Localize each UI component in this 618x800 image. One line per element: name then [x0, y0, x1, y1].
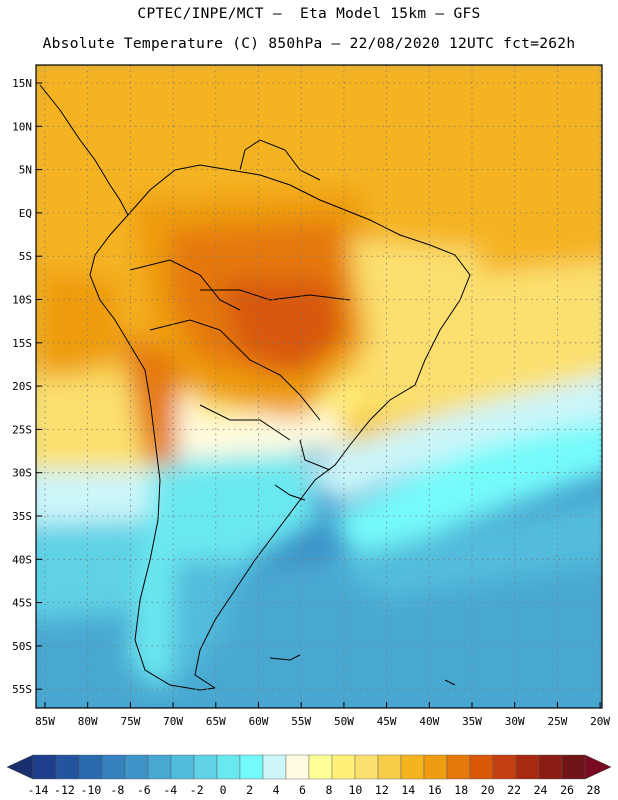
- colorbar-label: 16: [428, 783, 442, 797]
- colorbar-swatch: [285, 754, 310, 780]
- lon-label: 70W: [163, 715, 183, 728]
- colorbar-swatch: [400, 754, 425, 780]
- temperature-field: [36, 65, 602, 708]
- lat-label: 35S: [12, 510, 32, 523]
- colorbar-swatch: [377, 754, 402, 780]
- lon-label: 45W: [377, 715, 397, 728]
- lon-label: 30W: [505, 715, 525, 728]
- colorbar-label: 20: [481, 783, 495, 797]
- colorbar-swatch: [101, 754, 126, 780]
- colorbar-swatch: [561, 754, 586, 780]
- colorbar-label: 8: [325, 783, 332, 797]
- lat-label: 5N: [19, 164, 32, 177]
- colorbar-swatch: [193, 754, 218, 780]
- lat-label: 55S: [12, 683, 32, 696]
- colorbar-swatch: [354, 754, 379, 780]
- colorbar-label: 0: [220, 783, 227, 797]
- colorbar-swatch: [262, 754, 287, 780]
- colorbar-swatch: [147, 754, 172, 780]
- colorbar-label: 24: [534, 783, 548, 797]
- colorbar-swatch: [331, 754, 356, 780]
- lat-label: 30S: [12, 467, 32, 480]
- colorbar-label: -8: [110, 783, 124, 797]
- colorbar-label: -14: [28, 783, 49, 797]
- lon-label: 60W: [249, 715, 269, 728]
- colorbar-swatch: [78, 754, 103, 780]
- colorbar-label: 26: [560, 783, 574, 797]
- colorbar-label: -12: [54, 783, 75, 797]
- colorbar-left-arrow: [6, 754, 34, 780]
- lat-label: 50S: [12, 640, 32, 653]
- longitude-labels: 85W 80W 75W 70W 65W 60W 55W 50W 45W 40W 35W 30W 25W 2…: [35, 702, 610, 728]
- colorbar-swatch: [492, 754, 517, 780]
- lon-label: 20W: [590, 715, 610, 728]
- colorbar-label: 2: [246, 783, 253, 797]
- colorbar-label: 10: [348, 783, 362, 797]
- colorbar-label: 22: [507, 783, 521, 797]
- lon-label: 40W: [419, 715, 439, 728]
- lat-label: 10S: [12, 294, 32, 307]
- colorbar-labels: -14 -12 -10 -8 -6 -4 -2 0 2 4 6 8 10 12 14 16 18 20 22 24 26…: [28, 783, 601, 797]
- colorbar-label: 4: [273, 783, 280, 797]
- colorbar-swatch: [538, 754, 563, 780]
- lon-label: 65W: [206, 715, 226, 728]
- lon-label: 75W: [120, 715, 140, 728]
- colorbar-swatch: [308, 754, 333, 780]
- colorbar-swatch: [446, 754, 471, 780]
- chart-subtitle: Absolute Temperature (C) 850hPa – 22/08/…: [42, 36, 576, 52]
- lat-label: 15N: [12, 77, 32, 90]
- colorbar-swatch: [423, 754, 448, 780]
- colorbar-label: 6: [299, 783, 306, 797]
- latitude-labels: 15N 10N 5N EQ 5S 10S 15S 20S 25S 30S 35S 40S 45S 50S 5…: [12, 77, 42, 696]
- lat-label: 25S: [12, 423, 32, 436]
- colorbar-swatch: [55, 754, 80, 780]
- coastlines: [39, 84, 471, 691]
- colorbar-label: -10: [81, 783, 102, 797]
- temperature-map: 15N 10N 5N EQ 5S 10S 15S 20S 25S 30S 35S 40S 45S 50S 5…: [12, 64, 610, 728]
- colorbar-swatch: [32, 754, 57, 780]
- grid-lines: [36, 65, 602, 708]
- lat-label: 20S: [12, 380, 32, 393]
- colorbar-label: -6: [137, 783, 151, 797]
- colorbar-label: -4: [163, 783, 177, 797]
- colorbar-swatch: [216, 754, 241, 780]
- lon-label: 25W: [547, 715, 567, 728]
- lat-label: 15S: [12, 337, 32, 350]
- colorbar: -14 -12 -10 -8 -6 -4 -2 0 2 4 6 8 10 12 14 16 18 20 22 24 26…: [6, 754, 612, 797]
- lat-label: 10N: [12, 120, 32, 133]
- lon-label: 80W: [78, 715, 98, 728]
- colorbar-swatches: [32, 754, 586, 780]
- colorbar-swatch: [239, 754, 264, 780]
- chart-title: CPTEC/INPE/MCT – Eta Model 15km – GFS: [137, 6, 481, 22]
- lat-label: 40S: [12, 553, 32, 566]
- lat-label: 45S: [12, 597, 32, 610]
- lon-label: 50W: [334, 715, 354, 728]
- lat-label: 5S: [19, 250, 32, 263]
- colorbar-swatch: [469, 754, 494, 780]
- colorbar-label: 14: [401, 783, 415, 797]
- colorbar-swatch: [515, 754, 540, 780]
- lon-label: 85W: [35, 715, 55, 728]
- colorbar-label: 12: [375, 783, 389, 797]
- colorbar-right-arrow: [584, 754, 612, 780]
- colorbar-swatch: [124, 754, 149, 780]
- colorbar-label: 28: [587, 783, 601, 797]
- colorbar-label: 18: [454, 783, 468, 797]
- lon-label: 35W: [462, 715, 482, 728]
- colorbar-swatch: [170, 754, 195, 780]
- lon-label: 55W: [291, 715, 311, 728]
- colorbar-label: -2: [190, 783, 204, 797]
- lat-label: EQ: [19, 207, 32, 220]
